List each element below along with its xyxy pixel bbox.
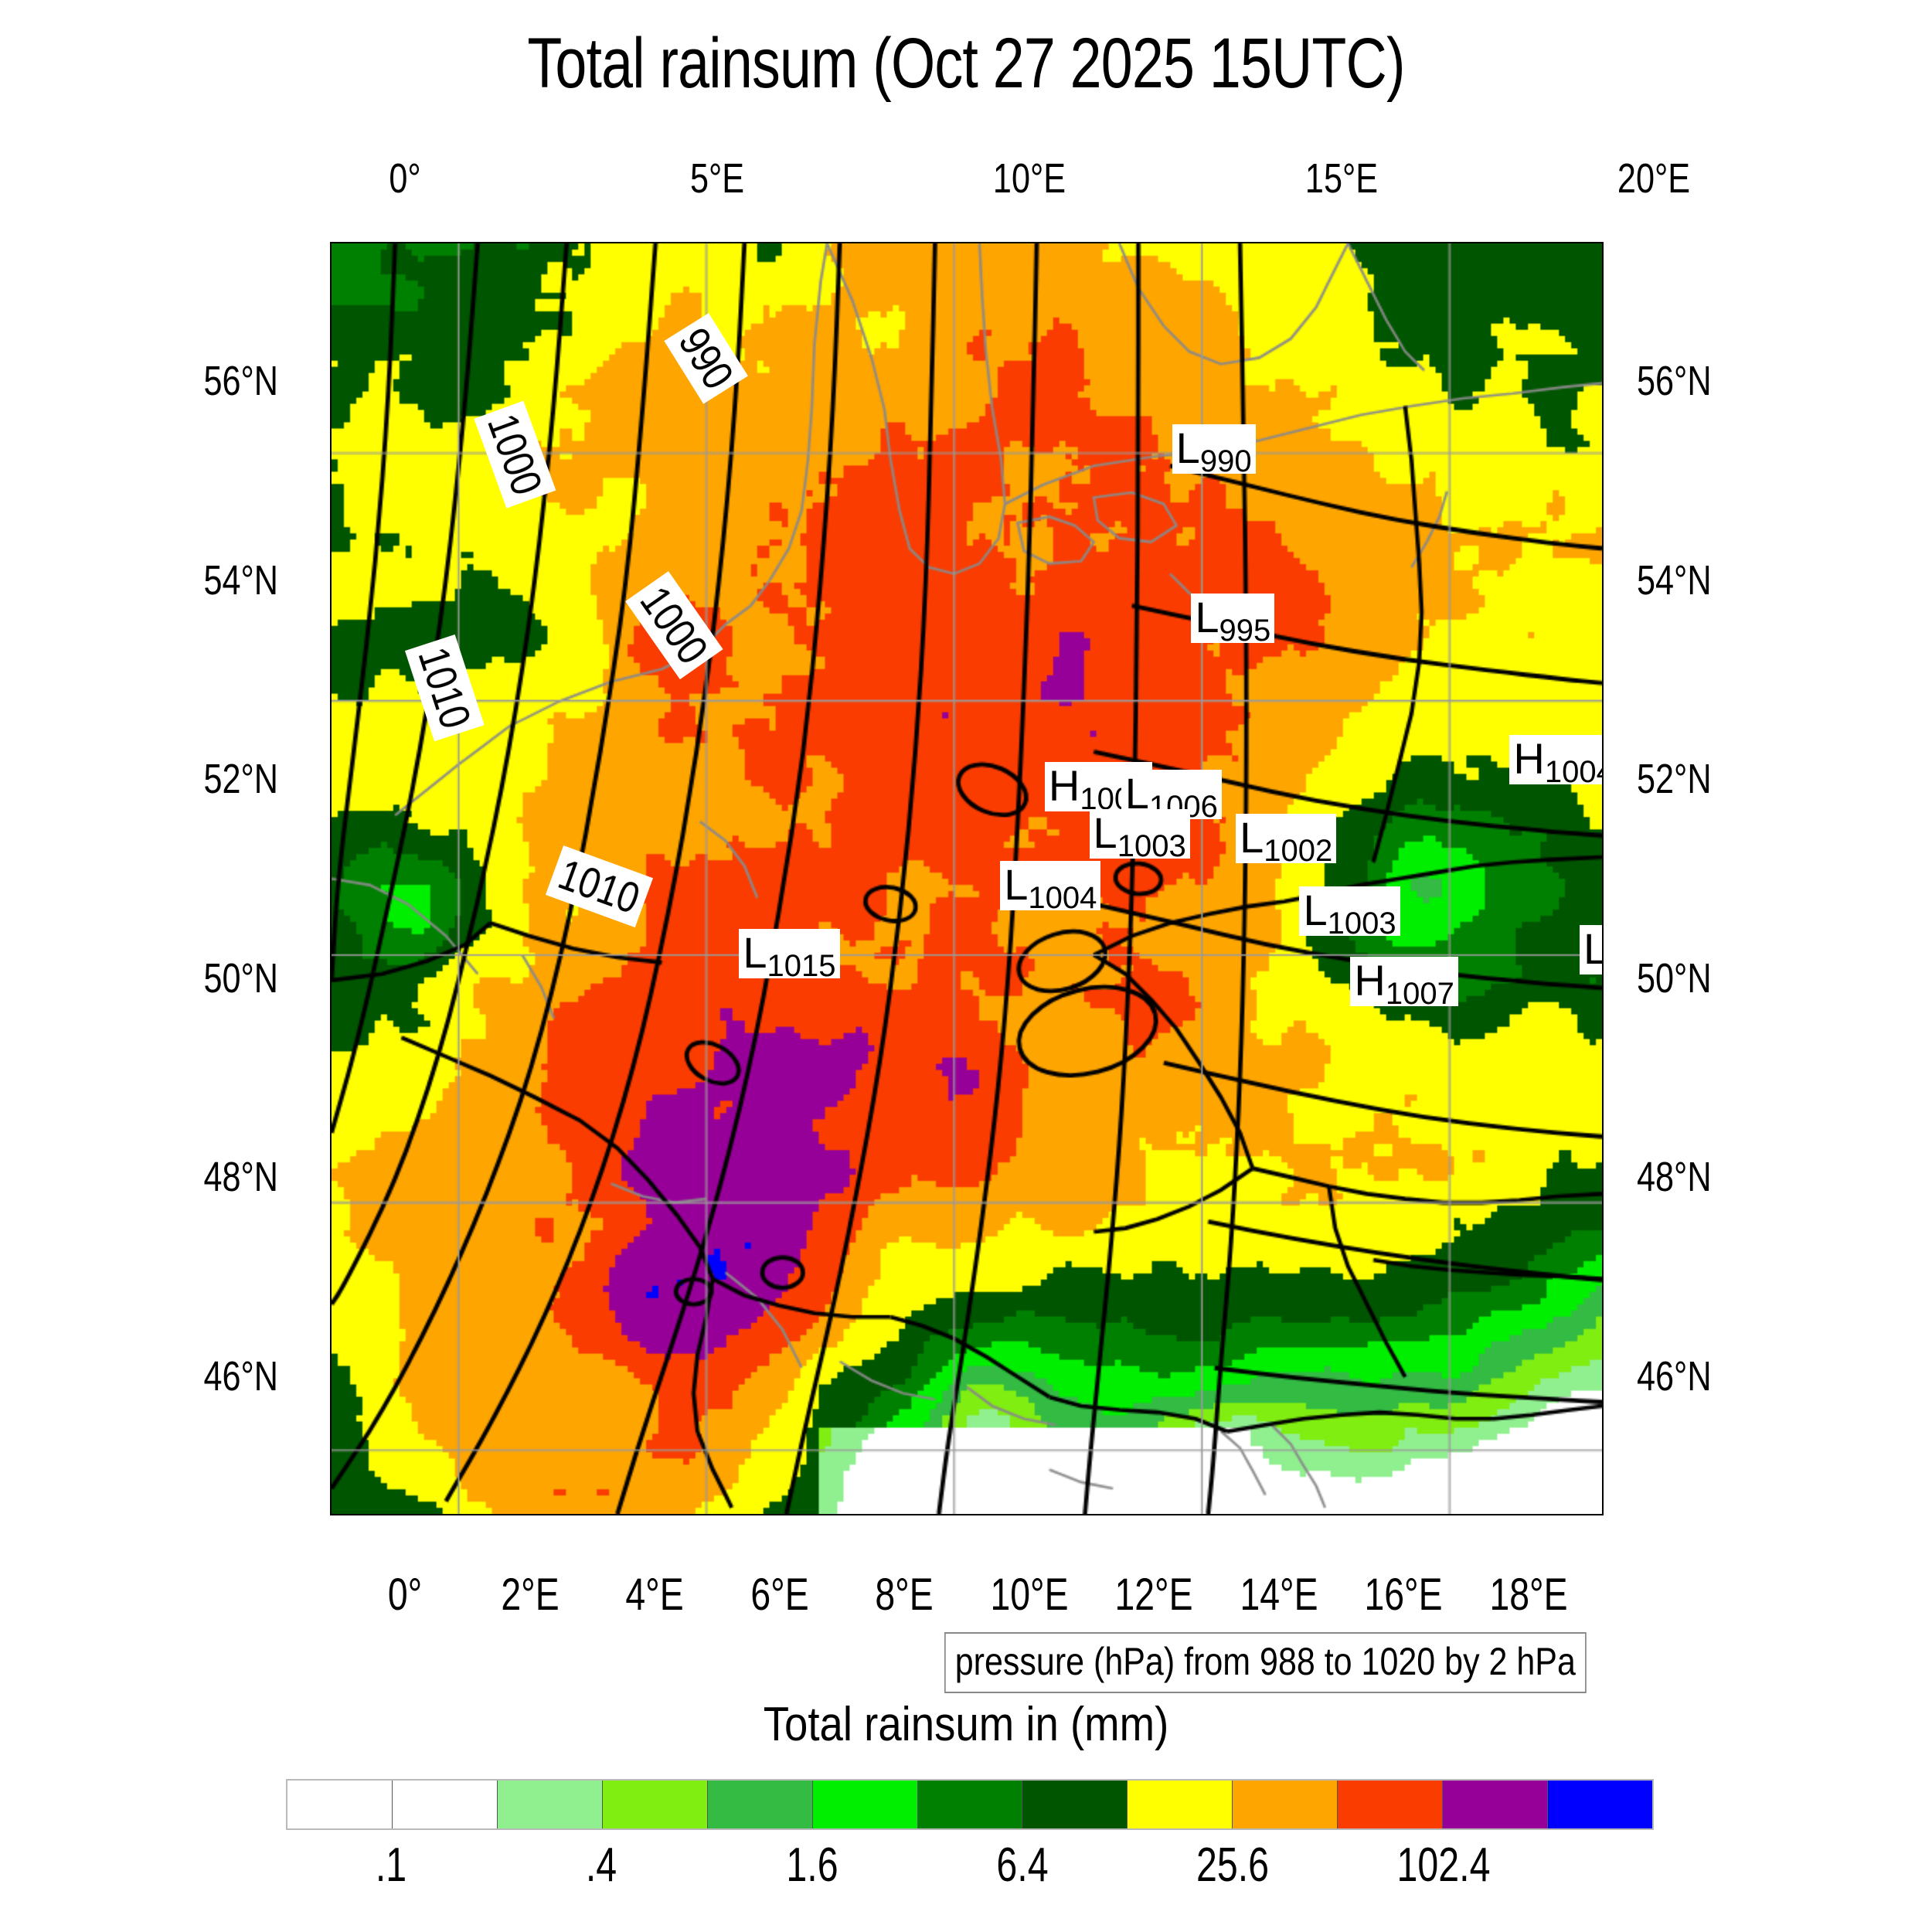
lon-tick-bottom: 16°E	[1364, 1570, 1444, 1620]
colorbar-segment[interactable]	[1233, 1781, 1338, 1828]
pressure-system-label-h: H1007	[1350, 955, 1458, 1009]
lon-tick-top: 10°E	[992, 155, 1066, 202]
colorbar-title: Total rainsum in (mm)	[763, 1698, 1169, 1751]
pressure-system-value: 1015	[767, 948, 836, 983]
colorbar[interactable]	[286, 1779, 1654, 1830]
pressure-system-type: L	[1303, 886, 1328, 935]
pressure-system-label-l: L1005	[1580, 924, 1602, 975]
pressure-system-label-h: H1004	[1509, 734, 1602, 787]
pressure-system-type: L	[1124, 768, 1149, 818]
pressure-system-label-l: L1003	[1089, 808, 1190, 862]
pressure-system-value: 1004	[1544, 755, 1602, 790]
lon-tick-bottom: 10°E	[990, 1570, 1069, 1620]
lat-tick-right: 46°N	[1637, 1352, 1712, 1400]
colorbar-segment[interactable]	[392, 1781, 498, 1828]
colorbar-segment[interactable]	[1128, 1781, 1233, 1828]
pressure-system-value: 995	[1219, 614, 1271, 648]
pressure-system-type: L	[1583, 924, 1602, 973]
colorbar-label: 25.6	[1196, 1838, 1270, 1892]
lat-tick-left: 54°N	[203, 556, 278, 604]
pressure-system-value: 1003	[1117, 828, 1186, 863]
lon-tick-bottom: 8°E	[875, 1570, 934, 1620]
pressure-system-label-l: L1002	[1236, 813, 1337, 866]
pressure-system-label-l: L995	[1191, 593, 1275, 646]
pressure-system-value: 990	[1199, 444, 1252, 479]
lat-tick-right: 56°N	[1637, 358, 1712, 405]
pressure-system-type: H	[1513, 734, 1545, 784]
lon-tick-top: 0°	[389, 155, 421, 202]
pressure-caption: pressure (hPa) from 988 to 1020 by 2 hPa	[944, 1632, 1587, 1693]
map-plot-area[interactable]: L990L995H1004H1006L1006L1003L1002L1004L1…	[330, 242, 1604, 1515]
pressure-system-type: L	[1195, 593, 1219, 642]
colorbar-label: .4	[586, 1838, 617, 1892]
pressure-system-value: 1003	[1327, 906, 1396, 941]
pressure-system-type: H	[1048, 760, 1080, 810]
lon-tick-top: 5°E	[689, 155, 744, 202]
lat-tick-right: 50°N	[1637, 954, 1712, 1002]
colorbar-segment[interactable]	[287, 1781, 393, 1828]
lon-tick-bottom: 2°E	[500, 1570, 560, 1620]
colorbar-tick-labels: .1 .4 1.6 6.4 25.6 102.4	[286, 1838, 1654, 1907]
colorbar-segment[interactable]	[707, 1781, 813, 1828]
lat-tick-left: 52°N	[203, 756, 278, 803]
colorbar-label: 6.4	[996, 1838, 1049, 1892]
pressure-system-type: L	[743, 927, 767, 977]
lat-tick-left: 48°N	[203, 1154, 278, 1201]
figure-title: Total rainsum (Oct 27 2025 15UTC)	[527, 24, 1405, 103]
lat-tick-left: 56°N	[203, 358, 278, 405]
lat-tick-left: 46°N	[203, 1352, 278, 1400]
pressure-system-label-l: L1015	[739, 927, 840, 981]
pressure-system-label-l: L990	[1172, 423, 1256, 477]
colorbar-segment[interactable]	[1338, 1781, 1444, 1828]
lon-tick-bottom: 14°E	[1240, 1570, 1318, 1620]
colorbar-segment[interactable]	[1548, 1781, 1652, 1828]
colorbar-segment[interactable]	[917, 1781, 1023, 1828]
colorbar-segment[interactable]	[812, 1781, 918, 1828]
lon-tick-bottom: 12°E	[1114, 1570, 1193, 1620]
colorbar-label: .1	[375, 1838, 407, 1892]
lat-tick-left: 50°N	[203, 954, 278, 1002]
colorbar-segment[interactable]	[1443, 1781, 1549, 1828]
colorbar-label: 1.6	[786, 1838, 838, 1892]
lon-tick-top: 20°E	[1617, 155, 1690, 202]
lon-tick-bottom: 0°	[387, 1570, 423, 1620]
pressure-system-value: 1004	[1028, 881, 1097, 916]
pressure-system-value: 1007	[1385, 976, 1454, 1011]
lon-tick-bottom: 18°E	[1489, 1570, 1568, 1620]
pressure-system-type: L	[1004, 860, 1029, 910]
colorbar-segment[interactable]	[1022, 1781, 1128, 1828]
lon-tick-bottom: 6°E	[750, 1570, 809, 1620]
pressure-system-value: 1002	[1264, 834, 1333, 869]
lat-tick-right: 52°N	[1637, 756, 1712, 803]
lat-tick-right: 54°N	[1637, 556, 1712, 604]
pressure-system-type: L	[1175, 423, 1200, 473]
pressure-system-type: L	[1240, 813, 1264, 862]
colorbar-segment[interactable]	[602, 1781, 708, 1828]
pressure-system-label-l: L1003	[1299, 886, 1400, 939]
lon-tick-top: 15°E	[1304, 155, 1378, 202]
pressure-system-type: L	[1093, 808, 1117, 857]
colorbar-label: 102.4	[1396, 1838, 1491, 1892]
lat-tick-right: 48°N	[1637, 1154, 1712, 1201]
colorbar-segment[interactable]	[497, 1781, 603, 1828]
pressure-system-label-l: L1004	[1000, 860, 1101, 913]
lon-tick-bottom: 4°E	[625, 1570, 684, 1620]
pressure-system-type: H	[1354, 955, 1386, 1005]
